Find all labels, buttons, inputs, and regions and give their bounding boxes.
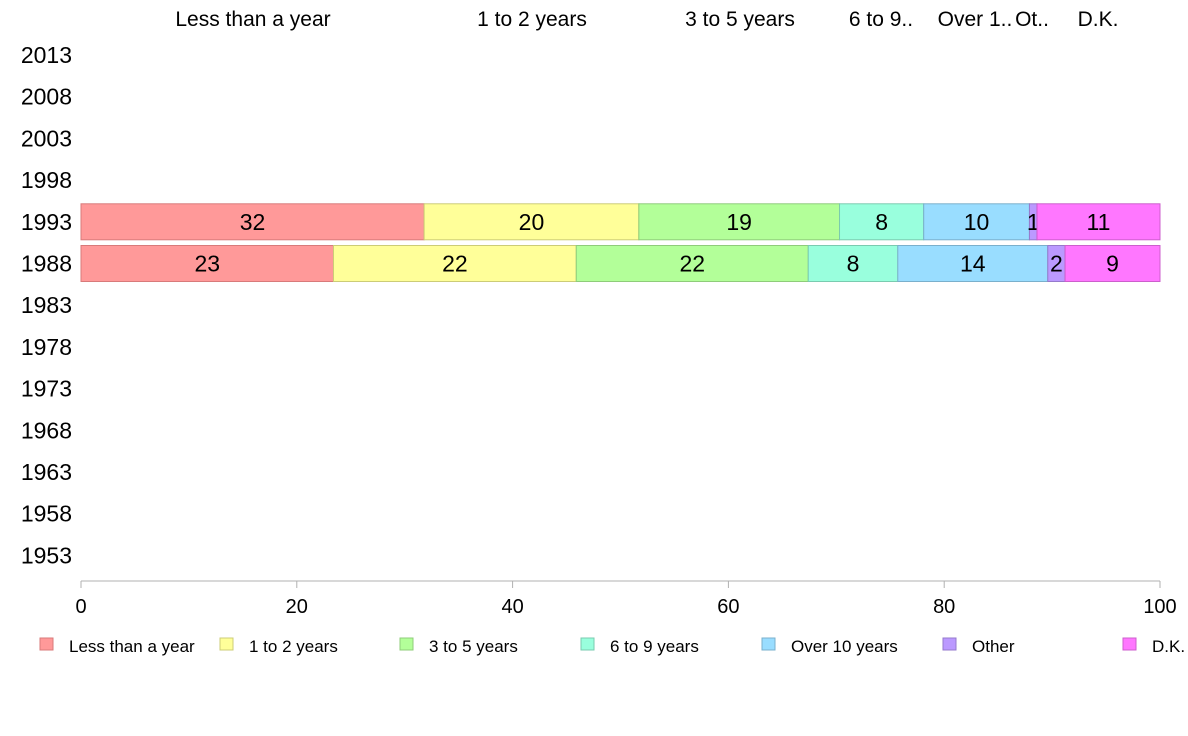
- year-label-1973: 1973: [21, 376, 72, 402]
- year-label-2013: 2013: [21, 42, 72, 68]
- x-tick-label-5: 100: [1143, 596, 1176, 618]
- category-top-labels: Less than a year 1 to 2 years 3 to 5 years…: [175, 8, 1118, 31]
- bar-1988-4: [897, 245, 1049, 282]
- legend-swatch-2: [399, 637, 414, 651]
- bar-label-1993-6: 11: [1087, 209, 1111, 235]
- top-label-0: Less than a year: [175, 8, 330, 31]
- bar-label-1988-4: 14: [960, 251, 986, 277]
- bar-label-1993-4: 10: [964, 209, 990, 235]
- bar-1993-0: [80, 203, 425, 241]
- legend-label-5: Other: [972, 637, 1015, 656]
- x-tick-label-3: 60: [717, 596, 739, 618]
- legend-swatch-3: [580, 637, 595, 651]
- legend-swatch-4: [761, 637, 776, 651]
- top-label-1: 1 to 2 years: [477, 8, 587, 31]
- bar-1988-0: [80, 245, 334, 282]
- year-label-1953: 1953: [21, 542, 72, 568]
- year-label-1958: 1958: [21, 501, 72, 527]
- legend-label-4: Over 10 years: [791, 637, 898, 656]
- legend-label-3: 6 to 9 years: [610, 637, 699, 656]
- legend-swatch-5: [942, 637, 957, 651]
- legend-label-0: Less than a year: [69, 637, 195, 656]
- year-label-1968: 1968: [21, 417, 72, 443]
- year-label-1978: 1978: [21, 334, 72, 360]
- year-label-1998: 1998: [21, 167, 72, 193]
- x-tick-label-1: 20: [286, 596, 308, 618]
- legend-swatch-6: [1122, 637, 1137, 651]
- year-label-2008: 2008: [21, 84, 72, 110]
- bar-1993-4: [923, 203, 1030, 241]
- bar-label-1988-6: 9: [1106, 251, 1119, 277]
- bar-1988-2: [575, 245, 809, 282]
- bar-label-1993-0: 32: [240, 209, 266, 235]
- bar-label-1988-5: 2: [1050, 251, 1063, 277]
- legend-label-2: 3 to 5 years: [429, 637, 518, 656]
- legend-label-1: 1 to 2 years: [249, 637, 338, 656]
- legend-label-6: D.K.: [1152, 637, 1185, 656]
- bar-label-1993-5: 1: [1027, 209, 1040, 235]
- top-label-6: D.K.: [1078, 8, 1119, 31]
- top-label-3: 6 to 9..: [849, 8, 913, 31]
- bar-1993-1: [423, 203, 640, 241]
- top-label-5: Ot..: [1015, 8, 1049, 31]
- x-tick-label-4: 80: [933, 596, 955, 618]
- year-label-1983: 1983: [21, 292, 72, 318]
- x-tick-label-2: 40: [501, 596, 523, 618]
- year-label-1993: 1993: [21, 209, 72, 235]
- year-axis-labels: 2013 2008 2003 1998 1993 1988 1983 1978 1973 1968…: [21, 42, 72, 568]
- bar-label-1988-1: 22: [442, 251, 468, 277]
- year-label-1988: 1988: [21, 251, 72, 277]
- x-axis: 0 20 40 60 80 100: [75, 580, 1177, 618]
- bar-label-1988-0: 23: [194, 251, 220, 277]
- legend: Less than a year 1 to 2 years 3 to 5 years…: [39, 637, 1185, 656]
- bar-label-1993-2: 19: [726, 209, 752, 235]
- bar-1993-2: [638, 203, 841, 241]
- bar-1993-6: [1036, 203, 1161, 241]
- bar-label-1993-1: 20: [519, 209, 545, 235]
- top-label-4: Over 1..: [938, 8, 1013, 31]
- legend-swatch-1: [219, 637, 234, 651]
- top-label-2: 3 to 5 years: [685, 8, 795, 31]
- legend-swatch-0: [39, 637, 54, 651]
- bar-1988-6: [1064, 245, 1161, 282]
- year-label-2003: 2003: [21, 125, 72, 151]
- bar-label-1988-2: 22: [679, 251, 705, 277]
- x-tick-label-0: 0: [75, 596, 86, 618]
- bar-label-1993-3: 8: [875, 209, 888, 235]
- bar-1988-1: [332, 245, 577, 282]
- year-label-1963: 1963: [21, 459, 72, 485]
- bar-label-1988-3: 8: [847, 251, 860, 277]
